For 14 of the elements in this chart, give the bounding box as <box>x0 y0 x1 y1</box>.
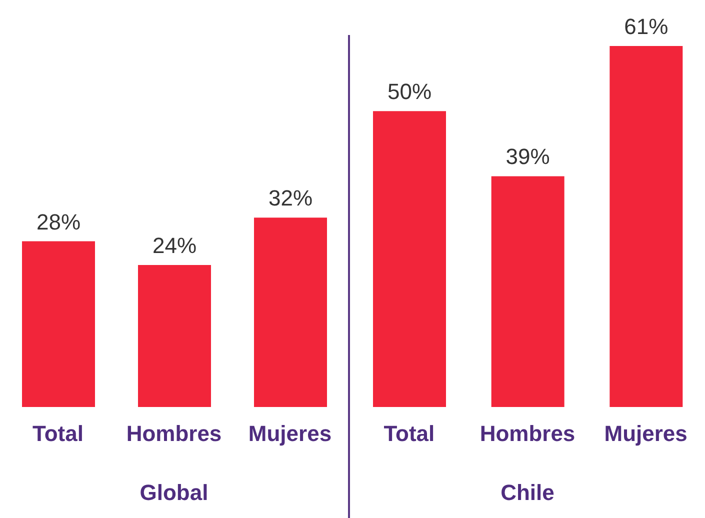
x-tick-label: Hombres <box>480 421 576 446</box>
data-label: 61% <box>624 14 668 39</box>
data-label: 28% <box>36 209 81 234</box>
x-tick-label: Hombres <box>126 421 222 446</box>
x-axis-title: Global <box>140 480 208 505</box>
data-label: 32% <box>268 186 313 211</box>
x-tick-label: Mujeres <box>604 421 688 446</box>
data-label: 39% <box>506 144 550 170</box>
x-tick-label: Mujeres <box>248 421 332 446</box>
x-axis-title: Chile <box>500 480 554 505</box>
x-tick-label: Total <box>384 421 435 446</box>
data-label: 24% <box>152 232 197 258</box>
x-tick-label: Total <box>32 421 84 446</box>
data-label: 50% <box>387 79 432 104</box>
